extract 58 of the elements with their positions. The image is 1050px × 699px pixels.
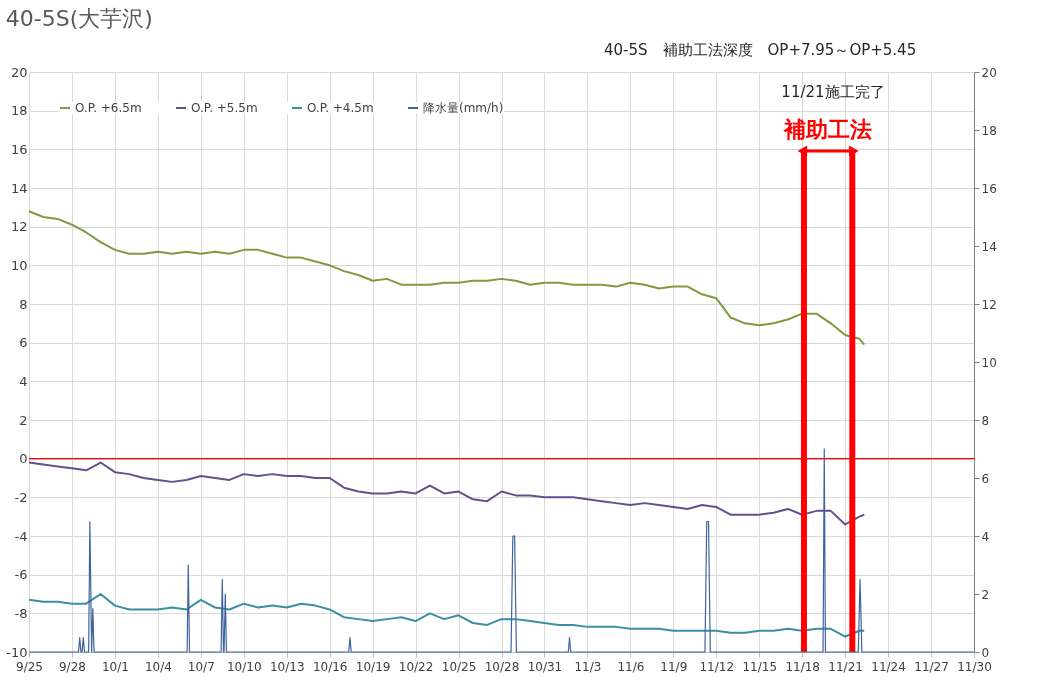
y2-tick-label: 8 — [981, 413, 990, 428]
y-tick-label: 2 — [19, 412, 28, 428]
y2-tick-label: 4 — [981, 529, 990, 544]
annotation: 補助工法 — [783, 117, 873, 142]
y-tick-label: 4 — [19, 373, 28, 389]
y-tick-label: 16 — [10, 141, 28, 157]
y-tick-label: 8 — [19, 296, 28, 312]
y-tick-label: 20 — [10, 64, 28, 80]
y2-tick-label: 20 — [981, 65, 997, 80]
x-tick-label: 10/19 — [355, 659, 391, 674]
x-tick-label: 11/18 — [785, 659, 820, 674]
x-tick-label: 11/6 — [617, 659, 645, 674]
y2-tick-label: 18 — [981, 123, 997, 138]
x-tick-label: 10/4 — [144, 659, 172, 674]
x-tick-label: 11/3 — [574, 659, 602, 674]
legend-label: 降水量(mm/h) — [423, 101, 504, 115]
x-tick-label: 11/15 — [742, 659, 778, 674]
chart-title: 40-5S(大芋沢) — [5, 6, 153, 31]
x-tick-label: 11/9 — [660, 659, 688, 674]
y2-tick-label: 10 — [981, 355, 997, 370]
y-tick-label: 10 — [10, 257, 28, 273]
x-tick-label: 9/28 — [58, 659, 86, 674]
x-tick-label: 10/1 — [101, 659, 129, 674]
x-tick-label: 11/21 — [828, 659, 863, 674]
x-tick-label: 10/13 — [269, 659, 305, 674]
x-tick-label: 10/31 — [527, 659, 563, 674]
y-tick-label: -4 — [14, 528, 28, 544]
y-tick-label: 18 — [10, 103, 28, 119]
x-tick-label: 10/22 — [398, 659, 434, 674]
annotation: 11/21施工完了 — [781, 83, 885, 101]
y2-tick-label: 12 — [981, 297, 997, 312]
legend-label: O.P. +6.5m — [75, 101, 142, 115]
y2-tick-label: 0 — [981, 645, 990, 660]
legend-label: O.P. +4.5m — [307, 101, 374, 115]
y-tick-label: -6 — [14, 567, 28, 583]
x-tick-label: 9/25 — [16, 659, 43, 674]
x-tick-label: 11/12 — [699, 659, 735, 674]
x-tick-label: 10/28 — [484, 659, 520, 674]
y-tick-label: -10 — [6, 644, 28, 660]
y-tick-label: 12 — [10, 219, 28, 235]
y2-tick-label: 2 — [981, 587, 990, 602]
y-tick-label: -8 — [14, 605, 28, 621]
y-tick-label: 0 — [19, 451, 28, 467]
x-tick-label: 11/27 — [914, 659, 949, 674]
legend-label: O.P. +5.5m — [191, 101, 258, 115]
x-tick-label: 10/10 — [226, 659, 262, 674]
x-tick-label: 10/25 — [441, 659, 477, 674]
y-tick-label: 6 — [19, 335, 28, 351]
y2-tick-label: 16 — [981, 181, 997, 196]
x-tick-label: 11/24 — [871, 659, 906, 674]
y-tick-label: -2 — [14, 489, 28, 505]
x-tick-label: 10/16 — [312, 659, 348, 674]
y-tick-label: 14 — [10, 180, 28, 196]
x-tick-label: 11/30 — [957, 659, 992, 674]
chart-subtitle: 40-5S 補助工法深度 OP+7.95～OP+5.45 — [604, 41, 917, 59]
x-tick-label: 10/7 — [187, 659, 215, 674]
y2-tick-label: 14 — [981, 239, 997, 254]
y2-tick-label: 6 — [981, 471, 990, 486]
